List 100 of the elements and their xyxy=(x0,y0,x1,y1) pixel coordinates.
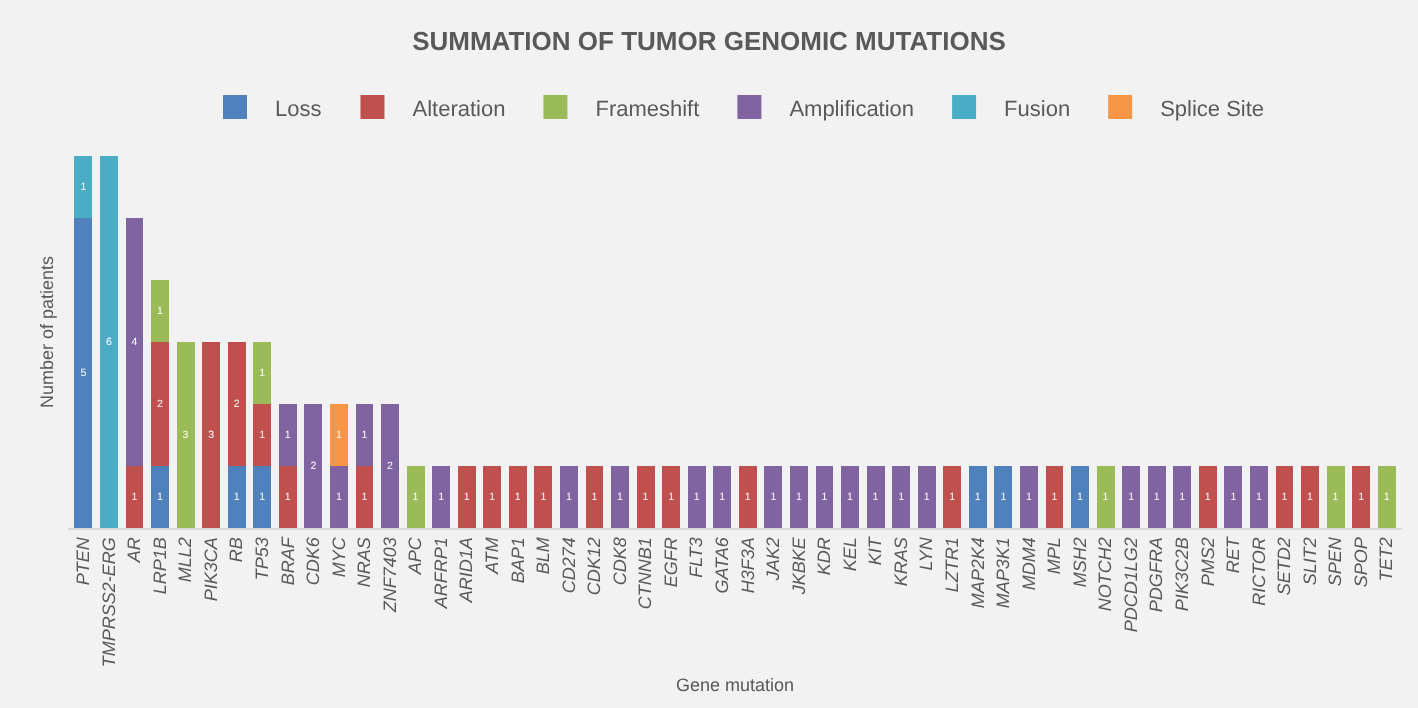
bar xyxy=(508,465,527,528)
x-tick-label: BLM xyxy=(533,536,554,575)
x-tick-label: SPOP xyxy=(1350,537,1371,588)
x-tick-label: APC xyxy=(405,536,426,577)
bar xyxy=(74,217,93,528)
bar xyxy=(151,341,169,466)
bar xyxy=(1122,465,1141,528)
x-tick-label: TET2 xyxy=(1376,537,1397,582)
y-axis-title: Number of patients xyxy=(36,254,57,409)
legend-label: Fusion xyxy=(1004,97,1071,122)
bar xyxy=(202,341,221,528)
bar xyxy=(1326,465,1345,528)
x-tick-label: TMPRSS2-ERG xyxy=(98,537,119,668)
bar xyxy=(1377,465,1396,528)
x-tick-label: H3F3A xyxy=(737,537,758,594)
bar xyxy=(304,403,323,528)
x-tick-label: NRAS xyxy=(354,537,375,588)
bar xyxy=(687,465,706,528)
bar xyxy=(968,465,987,528)
bar xyxy=(1275,465,1294,528)
x-tick-label: EGFR xyxy=(660,536,681,588)
bar xyxy=(789,465,808,528)
bar xyxy=(329,403,348,466)
bar xyxy=(227,465,246,528)
bar xyxy=(253,341,272,404)
x-tick-label: MAP2K4 xyxy=(967,537,988,609)
x-tick-label: CD274 xyxy=(558,537,579,594)
x-tick-label: LYN xyxy=(916,536,937,571)
bar xyxy=(278,465,297,528)
bar xyxy=(866,465,885,528)
bar xyxy=(611,465,629,528)
legend-label: Amplification xyxy=(789,97,915,122)
x-tick-label: MYC xyxy=(328,536,349,578)
x-tick-label: KIT xyxy=(865,534,886,566)
bar xyxy=(483,465,502,528)
x-tick-label: AR xyxy=(124,536,145,565)
x-tick-label: RET xyxy=(1223,534,1244,574)
bar xyxy=(406,465,425,528)
x-tick-label: MAP3K1 xyxy=(993,537,1014,609)
x-tick-label: PDCD1LG2 xyxy=(1120,537,1141,633)
bar xyxy=(355,403,374,466)
bar xyxy=(1071,465,1089,528)
x-tick-label: KDR xyxy=(814,536,835,576)
bar xyxy=(99,155,118,528)
x-tick-label: JKBKE xyxy=(788,535,809,597)
bar xyxy=(355,465,374,528)
x-tick-label: ARID1A xyxy=(456,537,477,605)
bar xyxy=(738,465,757,528)
x-tick-label: KRAS xyxy=(890,537,911,587)
bar xyxy=(1173,465,1192,528)
x-tick-label: ARFRP1 xyxy=(430,537,451,611)
bar xyxy=(125,217,144,466)
x-tick-label: PMS2 xyxy=(1197,537,1218,587)
bar xyxy=(636,465,655,528)
bar xyxy=(1019,465,1038,528)
bar xyxy=(841,465,859,528)
bar xyxy=(1249,465,1268,528)
x-tick-label: CDK12 xyxy=(584,537,605,596)
x-tick-label: SETD2 xyxy=(1274,537,1295,596)
bar xyxy=(559,465,578,528)
bar xyxy=(713,465,732,528)
x-tick-label: SLIT2 xyxy=(1299,537,1320,586)
bar xyxy=(534,465,553,528)
bar xyxy=(278,403,297,466)
bar xyxy=(74,155,93,218)
x-tick-label: SPEN xyxy=(1325,536,1346,587)
legend-label: Alteration xyxy=(412,97,506,122)
bar xyxy=(125,465,144,528)
x-tick-label: BRAF xyxy=(277,536,298,586)
legend-label: Frameshift xyxy=(595,97,700,122)
bar xyxy=(227,341,246,466)
bar xyxy=(151,465,169,528)
x-tick-label: CDK6 xyxy=(303,537,324,586)
x-tick-label: BAP1 xyxy=(507,537,528,584)
x-tick-label: PDGFRA xyxy=(1146,537,1167,613)
x-tick-label: MLL2 xyxy=(175,537,196,583)
x-tick-label: FLT3 xyxy=(686,537,707,578)
x-tick-label: MPL xyxy=(1044,537,1065,575)
bar xyxy=(151,279,169,342)
bar xyxy=(329,465,348,528)
bar xyxy=(457,465,476,528)
x-tick-label: JAK2 xyxy=(763,537,784,583)
bar xyxy=(1096,465,1115,528)
bar xyxy=(1352,465,1371,528)
x-tick-label: RB xyxy=(226,537,247,563)
bar xyxy=(1147,465,1166,528)
x-tick-label: PIK3C2B xyxy=(1172,537,1193,612)
x-tick-label: RICTOR xyxy=(1248,536,1269,606)
x-tick-label: TP53 xyxy=(252,537,273,581)
bar xyxy=(764,465,783,528)
bar xyxy=(176,341,195,528)
x-tick-label: CTNNB1 xyxy=(635,537,656,610)
bar xyxy=(1045,465,1064,528)
bar xyxy=(381,403,399,528)
chart-title: SUMMATION OF TUMOR GENOMIC MUTATIONS xyxy=(412,26,1007,57)
legend-label: Loss xyxy=(275,97,323,122)
x-tick-label: KEL xyxy=(839,537,860,572)
x-tick-label: MDM4 xyxy=(1018,537,1039,591)
x-tick-label: CDK8 xyxy=(609,537,630,586)
x-tick-label: PIK3CA xyxy=(200,537,221,602)
